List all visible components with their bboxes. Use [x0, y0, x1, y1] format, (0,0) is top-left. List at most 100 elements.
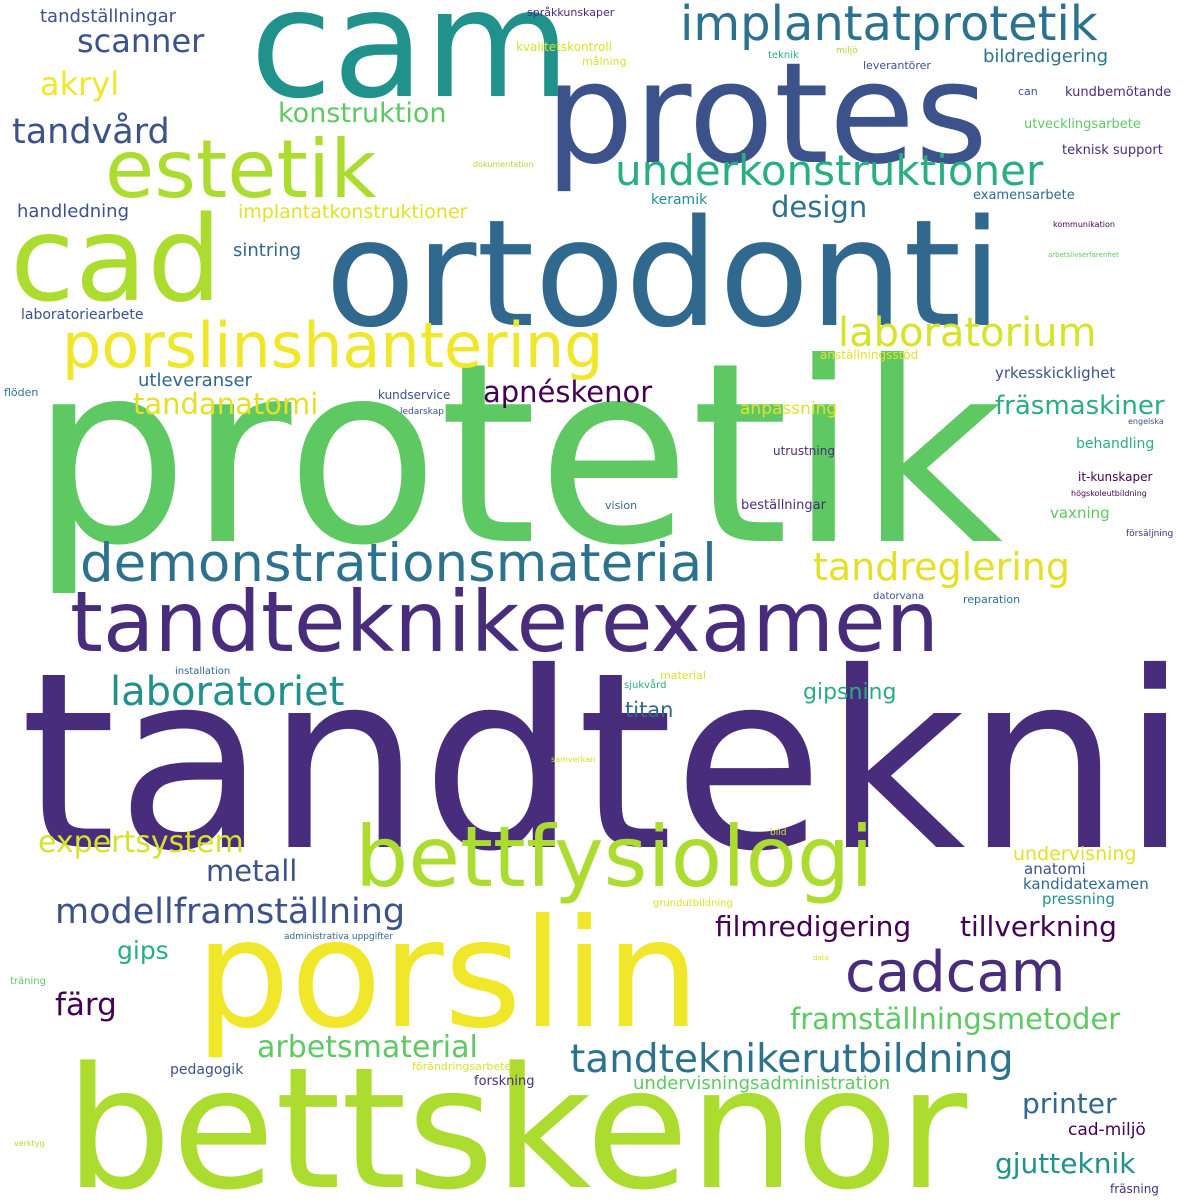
word-konstruktion: konstruktion — [278, 98, 447, 129]
word-data: data — [813, 954, 829, 962]
word-anstallningsstod: anställningsstöd — [820, 348, 919, 362]
word-bildredigering: bildredigering — [983, 46, 1109, 67]
word-tandteknikerutbildning: tandteknikerutbildning — [570, 1037, 1014, 1082]
word-arbetsmaterial: arbetsmaterial — [257, 1030, 478, 1065]
word-tandstallningar: tandställningar — [40, 6, 177, 27]
word-undervisningsadministration: undervisningsadministration — [633, 1073, 891, 1094]
word-grundutbildning: grundutbildning — [653, 898, 733, 909]
word-malning: målning — [582, 55, 627, 68]
word-kommunikation: kommunikation — [1053, 220, 1115, 229]
word-keramik: keramik — [651, 192, 708, 208]
word-installation: installation — [175, 666, 231, 677]
word-it-kunskaper: it-kunskaper — [1078, 470, 1153, 484]
word-teknik: teknik — [768, 50, 799, 61]
word-gipsning: gipsning — [803, 680, 897, 705]
word-metall: metall — [206, 854, 298, 888]
word-sprakkunskaper: språkkunskaper — [527, 6, 615, 19]
word-tandanatomi: tandanatomi — [133, 387, 319, 421]
word-cam: cam — [250, 0, 571, 132]
word-forsaljning: försäljning — [1126, 529, 1174, 539]
word-administrativa-uppgifter: administrativa uppgifter — [284, 932, 393, 942]
word-miljo: miljö — [836, 46, 858, 56]
word-teknisk-support: teknisk support — [1062, 143, 1163, 158]
word-underkonstruktioner: underkonstruktioner — [615, 146, 1044, 195]
word-bestallningar: beställningar — [741, 498, 826, 513]
word-laboratoriearbete: laboratoriearbete — [21, 307, 144, 323]
word-sjukvard: sjukvård — [624, 680, 667, 691]
word-vaxning: vaxning — [1050, 504, 1110, 522]
word-protetik: protetik — [30, 309, 1004, 600]
word-pedagogik: pedagogik — [170, 1062, 244, 1078]
word-modellframstallning: modellframställning — [55, 892, 406, 932]
word-porslinshantering: porslinshantering — [62, 309, 604, 382]
word-frasning: fräsning — [1110, 1182, 1159, 1196]
word-framstallningsmetoder: framställningsmetoder — [790, 1002, 1121, 1036]
word-utvecklingsarbete: utvecklingsarbete — [1024, 117, 1141, 132]
word-laboratorium: laboratorium — [838, 310, 1097, 356]
word-dokumentation: dokumentation — [473, 160, 534, 169]
word-kvalitetskontroll: kvalitetskontroll — [516, 40, 612, 54]
word-tandreglering: tandreglering — [813, 545, 1071, 589]
word-protes: protes — [545, 33, 988, 196]
word-filmredigering: filmredigering — [715, 910, 912, 943]
word-bettskenor: bettskenor — [65, 1031, 968, 1200]
word-tandteknik: tandteknik — [20, 620, 1200, 905]
word-cad-miljo: cad-miljö — [1068, 1120, 1146, 1140]
word-handledning: handledning — [17, 201, 130, 222]
word-ledarskap: ledarskap — [400, 407, 444, 417]
word-implantatprotetik: implantatprotetik — [680, 0, 1098, 52]
word-utrustning: utrustning — [773, 444, 835, 458]
word-behandling: behandling — [1076, 436, 1155, 452]
word-can: can — [1018, 85, 1038, 98]
word-akryl: akryl — [40, 65, 120, 103]
word-verktyg: verktyg — [14, 1139, 45, 1148]
word-floden: flöden — [4, 386, 39, 399]
word-printer: printer — [1022, 1087, 1117, 1120]
word-design: design — [771, 190, 868, 224]
word-laboratoriet: laboratoriet — [110, 669, 345, 715]
word-cad: cad — [10, 190, 223, 328]
word-tandteknikerexamen: tandteknikerexamen — [70, 573, 939, 671]
word-kundservice: kundservice — [378, 388, 451, 402]
word-hogskoleutbildning: högskoleutbildning — [1071, 489, 1147, 498]
word-kundbemotande: kundbemötande — [1065, 85, 1172, 100]
word-yrkesskicklighet: yrkesskicklighet — [995, 364, 1116, 382]
word-forskning: forskning — [474, 1074, 535, 1089]
word-apneskenor: apnéskenor — [483, 375, 653, 409]
word-material: material — [660, 669, 706, 682]
word-engelska: engelska — [1128, 417, 1164, 426]
word-reparation: reparation — [963, 593, 1021, 606]
word-examensarbete: examensarbete — [973, 188, 1075, 203]
word-titan: titan — [625, 698, 674, 722]
word-tandvard: tandvård — [12, 112, 170, 152]
word-anatomi: anatomi — [1024, 860, 1086, 878]
word-demonstrationsmaterial: demonstrationsmaterial — [80, 533, 717, 594]
word-datorvana: datorvana — [873, 591, 925, 602]
word-gips: gips — [117, 936, 169, 965]
word-porslin: porslin — [195, 888, 701, 1062]
word-forandringsarbete: förändringsarbete — [412, 1060, 512, 1073]
word-bettfysiologi: bettfysiologi — [355, 808, 874, 906]
word-implantatkonstruktioner: implantatkonstruktioner — [238, 201, 468, 223]
word-samverkan: samverkan — [551, 755, 596, 764]
word-cadcam: cadcam — [845, 940, 1066, 1005]
word-ortodonti: ortodonti — [325, 188, 1003, 360]
word-frasmaskiner: fräsmaskiner — [995, 391, 1165, 421]
word-arbetslivserfarenhet: arbetslivserfarenhet — [1048, 251, 1119, 259]
word-expertsystem: expertsystem — [38, 825, 244, 860]
word-vision: vision — [605, 499, 638, 512]
word-kandidatexamen: kandidatexamen — [1023, 875, 1149, 893]
word-leverantorer: leverantörer — [863, 59, 931, 72]
word-traning: träning — [10, 976, 46, 987]
word-estetik: estetik — [105, 123, 377, 216]
word-pressning: pressning — [1042, 890, 1115, 908]
word-farg: färg — [55, 987, 117, 1023]
word-sintring: sintring — [233, 240, 302, 261]
word-utleveranser: utleveranser — [138, 370, 252, 391]
word-anpassning: anpassning — [740, 399, 838, 419]
word-tillverkning: tillverkning — [960, 910, 1117, 943]
word-bild: bild — [770, 828, 787, 838]
word-gjutteknik: gjutteknik — [995, 1147, 1136, 1180]
word-scanner: scanner — [77, 22, 205, 60]
